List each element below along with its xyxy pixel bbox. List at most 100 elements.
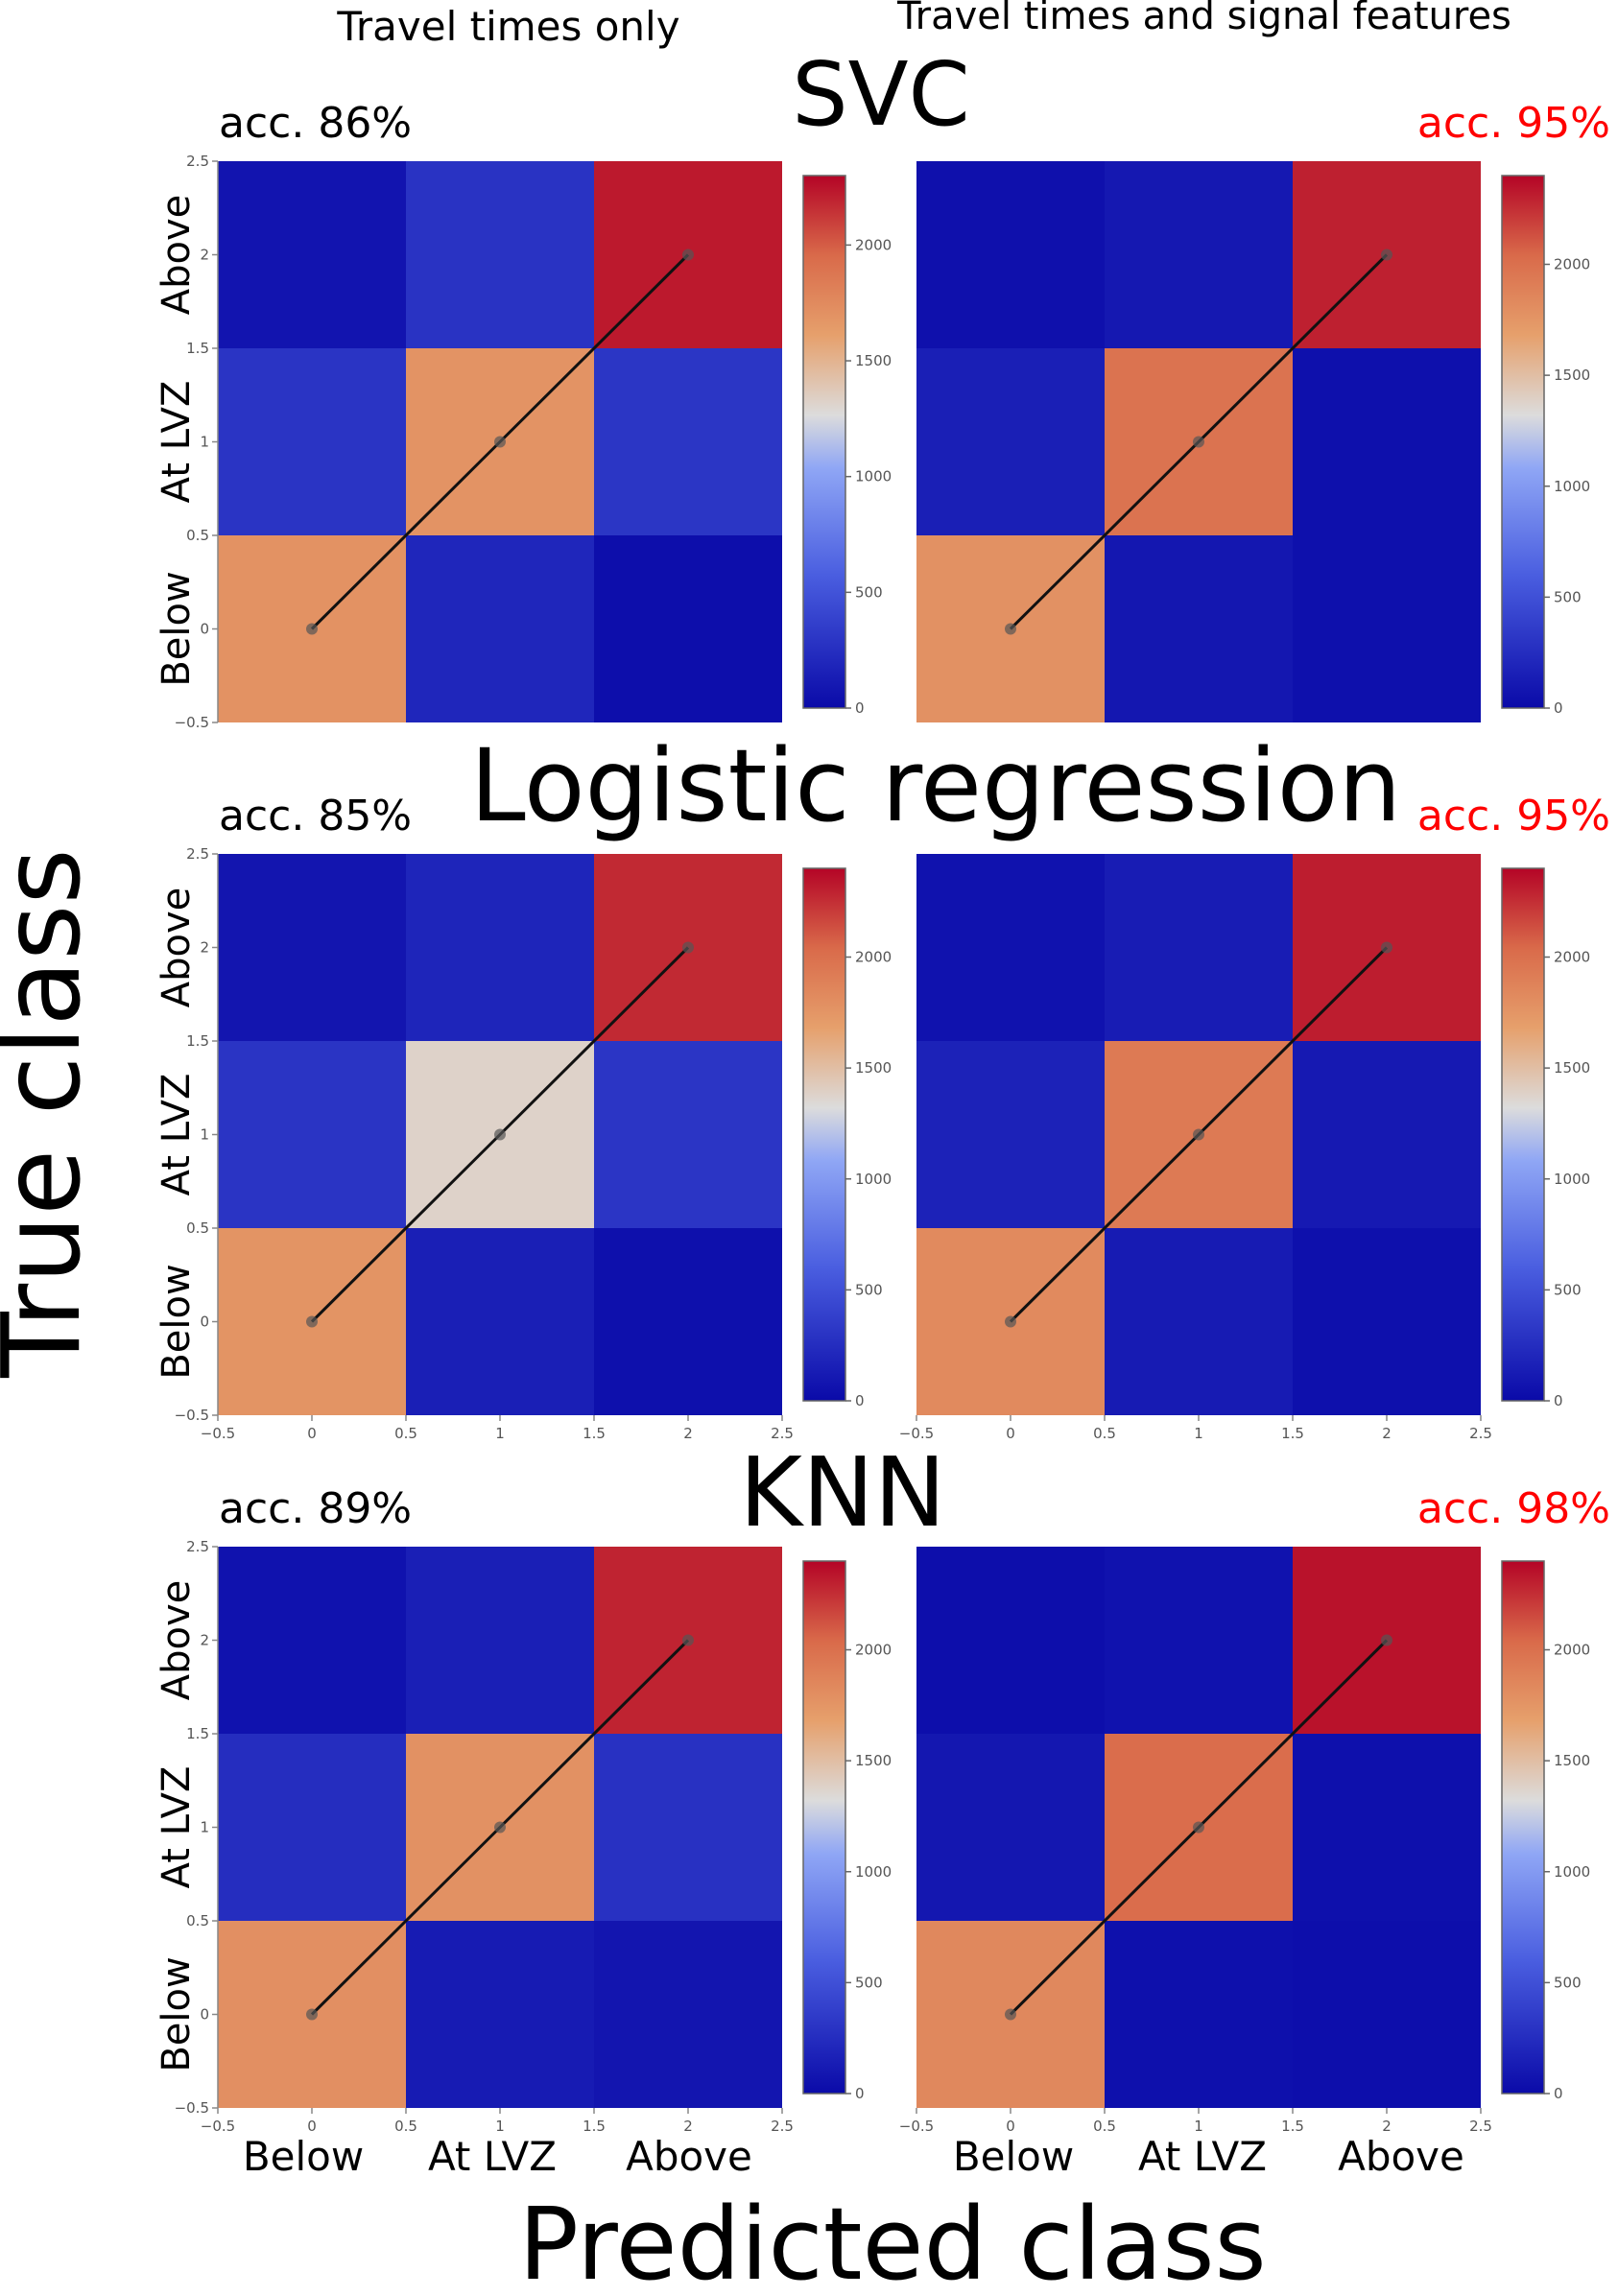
- heatmap-cell: [594, 535, 782, 722]
- colorbar-tick-label: 1500: [1554, 1752, 1590, 1769]
- y-class-label: Below: [155, 1264, 199, 1379]
- diagonal-point: [1193, 1128, 1204, 1141]
- x-tick-label: 1.5: [1281, 2118, 1304, 2135]
- colorbar-tick-label: 0: [855, 699, 865, 717]
- y-tick-label: 2: [200, 1632, 209, 1649]
- colorbar-tick-label: 0: [1554, 2085, 1563, 2102]
- heatmap-cell: [1105, 1228, 1293, 1415]
- colorbar-tick-label: 500: [1554, 1281, 1582, 1298]
- y-tick-label: 2.5: [186, 153, 209, 170]
- colorbar-tick-label: 1500: [855, 1059, 892, 1077]
- y-tick-label: 0.5: [186, 1912, 209, 1929]
- diagonal-point: [1193, 436, 1204, 448]
- y-class-label: Above: [155, 195, 199, 316]
- colorbar: [802, 1560, 846, 2095]
- x-class-label: At LVZ: [1138, 2133, 1267, 2180]
- heatmap-cell: [594, 1041, 782, 1228]
- y-tick-label: 0: [200, 2006, 209, 2024]
- diagonal-point: [494, 1821, 506, 1834]
- x-tick-label: 0: [307, 2118, 317, 2135]
- x-tick-label: 1: [1194, 2118, 1203, 2135]
- colorbar-tick-label: 1500: [855, 352, 892, 369]
- heatmap-cell: [1293, 1041, 1481, 1228]
- colorbar-tick-label: 2000: [1554, 1642, 1590, 1659]
- x-tick-label: 1.5: [1281, 1425, 1304, 1442]
- colorbar-tick-label: 1000: [855, 1863, 892, 1881]
- x-class-label: Below: [243, 2133, 364, 2180]
- x-tick-label: 2.5: [771, 2118, 794, 2135]
- heatmap-panel: −0.5 0 0.5 1 1.5 2 2.5 acc. 98% 0 500 1000 1500 2000: [899, 1484, 1610, 2135]
- x-class-labels-right: Below At LVZ Above: [953, 2133, 1464, 2180]
- x-tick-label: −0.5: [201, 1425, 235, 1442]
- y-tick-label: 0: [200, 621, 209, 638]
- heatmap-cell: [916, 348, 1105, 535]
- heatmap-cell: [916, 1734, 1105, 1921]
- colorbar: [1501, 867, 1545, 1402]
- heatmap-cell: [218, 161, 406, 348]
- heatmap-panel: −0.5 0 0.5 1 1.5 2 2.5 Below At LVZ Above acc. 86%…: [155, 99, 892, 731]
- x-tick-label: 1.5: [583, 1425, 606, 1442]
- x-tick-label: 1: [495, 1425, 505, 1442]
- heatmap-panels: −0.5 0 0.5 1 1.5 2 2.5 Below At LVZ Above acc. 86%…: [155, 99, 1610, 2135]
- diagonal-point: [1381, 249, 1392, 261]
- y-class-label: At LVZ: [155, 1766, 199, 1889]
- diagonal-point: [306, 1315, 318, 1328]
- accuracy-label: acc. 89%: [219, 1484, 412, 1533]
- colorbar-tick-label: 1500: [1554, 367, 1590, 384]
- x-tick-label: 2.5: [1469, 1425, 1492, 1442]
- y-tick-label: 0.5: [186, 527, 209, 544]
- heatmap-cell: [1105, 1921, 1293, 2108]
- heatmap-panel: −0.5 0 0.5 1 1.5 2 2.5 Below At LVZ Above −0.5 0 0.5…: [155, 1484, 892, 2135]
- y-tick-label: 1.5: [186, 1725, 209, 1742]
- x-class-label: At LVZ: [428, 2133, 557, 2180]
- colorbar-tick-label: 0: [855, 1392, 865, 1409]
- diagonal-point: [1381, 941, 1392, 954]
- x-tick-label: 0.5: [394, 2118, 417, 2135]
- x-tick-label: −0.5: [201, 2118, 235, 2135]
- y-class-label: Above: [155, 1580, 199, 1701]
- accuracy-label: acc. 95%: [1417, 792, 1610, 840]
- x-tick-label: 1: [1194, 1425, 1203, 1442]
- colorbar-tick-label: 1000: [855, 1171, 892, 1188]
- heatmap-panel: −0.5 0 0.5 1 1.5 2 2.5 acc. 95% 0 500 1000 1500 2000: [899, 792, 1610, 1442]
- heatmap-cell: [1293, 1921, 1481, 2108]
- x-tick-label: 1: [495, 2118, 505, 2135]
- heatmap-cell: [916, 854, 1105, 1041]
- column-title-right: Travel times and signal features: [896, 0, 1511, 38]
- x-axis-title: Predicted class: [518, 2186, 1266, 2296]
- y-class-label: Below: [155, 1956, 199, 2071]
- colorbar-tick-label: 2000: [855, 1642, 892, 1659]
- x-tick-label: 0.5: [1093, 2118, 1116, 2135]
- diagonal-point: [1005, 1315, 1016, 1328]
- heatmap-cell: [218, 854, 406, 1041]
- heatmap-cell: [406, 1921, 594, 2108]
- heatmap-cell: [406, 161, 594, 348]
- colorbar-tick-label: 500: [855, 1281, 883, 1298]
- y-tick-label: 0: [200, 1314, 209, 1331]
- y-tick-label: 2: [200, 247, 209, 264]
- y-tick-label: 2.5: [186, 1538, 209, 1555]
- heatmap-cell: [218, 1041, 406, 1228]
- heatmap-cell: [1105, 161, 1293, 348]
- colorbar-tick-label: 0: [855, 2085, 865, 2102]
- diagonal-point: [1005, 623, 1016, 635]
- x-tick-label: −0.5: [899, 2118, 934, 2135]
- heatmap-cell: [594, 1228, 782, 1415]
- colorbar-tick-label: 1000: [1554, 1863, 1590, 1881]
- heatmap-panel: −0.5 0 0.5 1 1.5 2 2.5 Below At LVZ Above −0.5 0 0.5…: [155, 792, 892, 1442]
- x-tick-label: 0.5: [394, 1425, 417, 1442]
- x-class-label: Above: [1338, 2133, 1464, 2180]
- x-tick-label: 2.5: [1469, 2118, 1492, 2135]
- colorbar-tick-label: 2000: [855, 949, 892, 966]
- colorbar-tick-label: 500: [855, 1974, 883, 1991]
- diagonal-point: [682, 941, 694, 954]
- y-class-label: At LVZ: [155, 381, 199, 504]
- colorbar-tick-label: 2000: [855, 236, 892, 253]
- y-tick-label: 1: [200, 434, 209, 451]
- heatmap-cell: [406, 535, 594, 722]
- heatmap-cell: [916, 1041, 1105, 1228]
- y-tick-label: 1.5: [186, 340, 209, 357]
- heatmap-cell: [406, 854, 594, 1041]
- diagonal-point: [682, 249, 694, 261]
- x-tick-label: 2: [683, 2118, 693, 2135]
